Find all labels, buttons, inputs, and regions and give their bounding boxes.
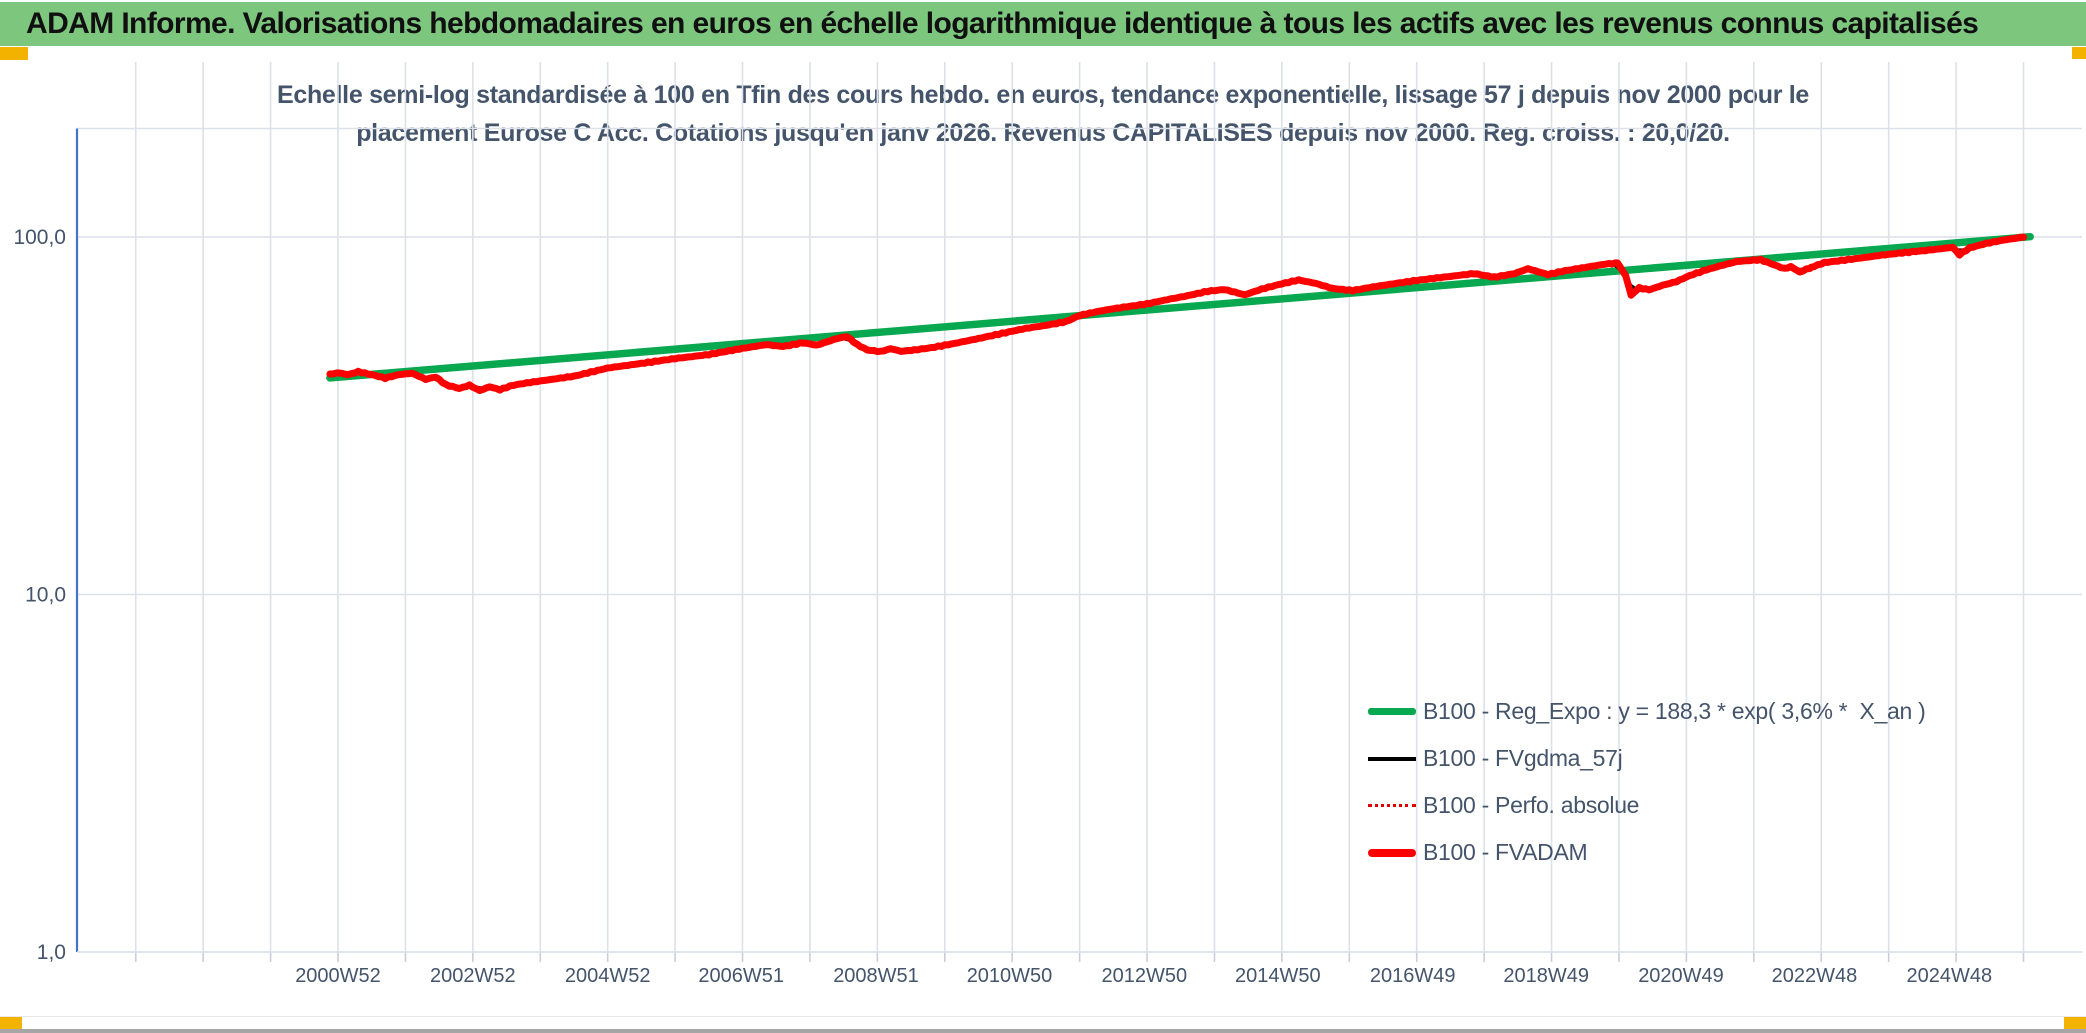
legend-swatch-thick-green: [1368, 708, 1416, 715]
corner-marker-top-right: [2072, 47, 2086, 59]
x-axis-tick-marks: [134, 952, 2025, 962]
legend-swatch-thin-black: [1368, 756, 1416, 761]
x-tick-label: 2010W50: [967, 965, 1053, 987]
legend-label: B100 - FVADAM: [1423, 839, 1588, 865]
corner-marker-top-left: [0, 47, 28, 60]
title-banner: ADAM Informe. Valorisations hebdomadaire…: [0, 2, 2086, 46]
series-lines: [326, 232, 2034, 394]
chart-area-bottom-border: [0, 1016, 2086, 1017]
legend-item-1: B100 - FVgdma_57j: [1368, 735, 1925, 782]
chart-title-line-2: placement Eurose C Acc. Cotations jusqu'…: [356, 119, 1730, 147]
x-tick-label: 2014W50: [1235, 965, 1321, 987]
y-axis-labels: 100,0 10,0 1,0: [13, 226, 66, 964]
x-axis-labels: 2000W52 2002W52 2004W52 2006W51 2008W51 2010W…: [295, 965, 1992, 987]
x-tick-label: 2022W48: [1772, 965, 1858, 987]
x-tick-label: 2000W52: [295, 965, 381, 987]
legend-swatch-thick-red: [1368, 848, 1416, 857]
legend-item-3: B100 - FVADAM: [1368, 829, 1925, 876]
page-title: ADAM Informe. Valorisations hebdomadaire…: [26, 7, 1979, 40]
x-tick-label: 2020W49: [1638, 965, 1724, 987]
x-tick-label: 2012W50: [1102, 965, 1188, 987]
legend-label: B100 - Perfo. absolue: [1423, 792, 1640, 818]
y-tick-label: 10,0: [25, 584, 66, 607]
x-tick-label: 2006W51: [698, 965, 784, 987]
chart-title: Echelle semi-log standardisée à 100 en T…: [0, 76, 2086, 152]
legend-label: B100 - Reg_Expo : y = 188,3 * exp( 3,6% …: [1423, 698, 1926, 724]
x-tick-label: 2008W51: [833, 965, 919, 987]
series-reg-expo: [326, 232, 2034, 382]
y-tick-label: 1,0: [37, 941, 66, 964]
x-tick-label: 2024W48: [1907, 965, 1993, 987]
window-bottom-bar: [0, 1029, 2086, 1033]
x-tick-label: 2018W49: [1503, 965, 1589, 987]
legend-label: B100 - FVgdma_57j: [1423, 745, 1623, 771]
legend-item-2: B100 - Perfo. absolue: [1368, 782, 1925, 829]
axes: [75, 128, 2082, 953]
vertical-gridlines: [134, 62, 2025, 952]
chart-title-line-1: Echelle semi-log standardisée à 100 en T…: [276, 81, 1810, 109]
corner-marker-bottom-left: [0, 1016, 22, 1033]
corner-marker-bottom-right: [2064, 1016, 2086, 1033]
chart-legend: B100 - Reg_Expo : y = 188,3 * exp( 3,6% …: [1368, 688, 1926, 876]
y-tick-label: 100,0: [13, 226, 66, 249]
series-fvadam: [326, 233, 2027, 394]
x-tick-label: 2002W52: [430, 965, 516, 987]
x-tick-label: 2004W52: [565, 965, 651, 987]
x-tick-label: 2016W49: [1370, 965, 1456, 987]
legend-swatch-dotted-red: [1368, 804, 1416, 807]
legend-item-0: B100 - Reg_Expo : y = 188,3 * exp( 3,6% …: [1368, 688, 1926, 735]
